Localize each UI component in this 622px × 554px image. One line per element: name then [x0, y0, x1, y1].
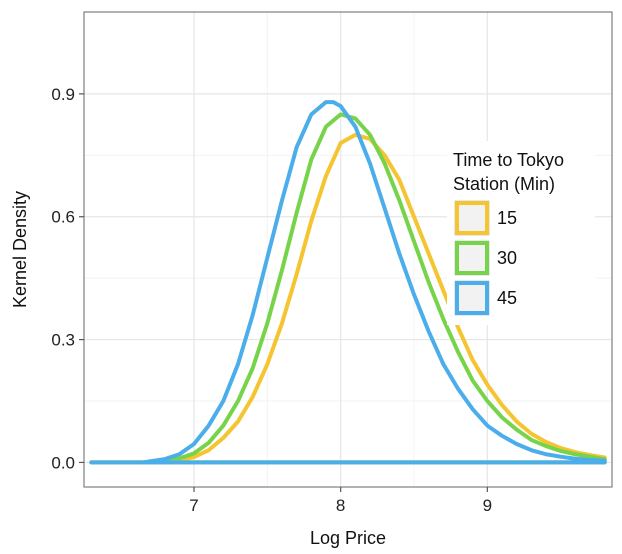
y-tick-label: 0.0 [51, 453, 75, 472]
legend-label-series-45: 45 [497, 288, 517, 308]
legend-key-series-45 [455, 281, 489, 315]
legend-key-background [454, 200, 490, 236]
y-axis-title: Kernel Density [10, 191, 30, 308]
legend-key-series-15 [455, 201, 489, 235]
legend-key-background [454, 280, 490, 316]
density-line-series-45 [89, 100, 607, 465]
x-tick-label: 7 [189, 496, 198, 515]
legend-key-series-30 [455, 241, 489, 275]
density-line-series-15 [89, 132, 607, 465]
x-tick-label: 9 [483, 496, 492, 515]
x-tick-label: 8 [336, 496, 345, 515]
legend-label-series-15: 15 [497, 208, 517, 228]
density-line-series-30 [89, 112, 607, 465]
plot-frame [83, 11, 613, 488]
x-axis-title: Log Price [310, 528, 386, 548]
legend-title-line: Station (Min) [453, 174, 555, 194]
legend-title-line: Time to Tokyo [453, 150, 564, 170]
legend-key-background [454, 240, 490, 276]
axis-layer: 7 8 9 0.0 0.3 0.6 0.9 [51, 85, 492, 515]
y-tick-label: 0.3 [51, 331, 75, 350]
y-tick-label: 0.6 [51, 208, 75, 227]
series-layer [89, 100, 607, 465]
legend: Time to Tokyo Station (Min) 15 30 45 [447, 141, 595, 325]
legend-label-series-30: 30 [497, 248, 517, 268]
y-tick-label: 0.9 [51, 85, 75, 104]
